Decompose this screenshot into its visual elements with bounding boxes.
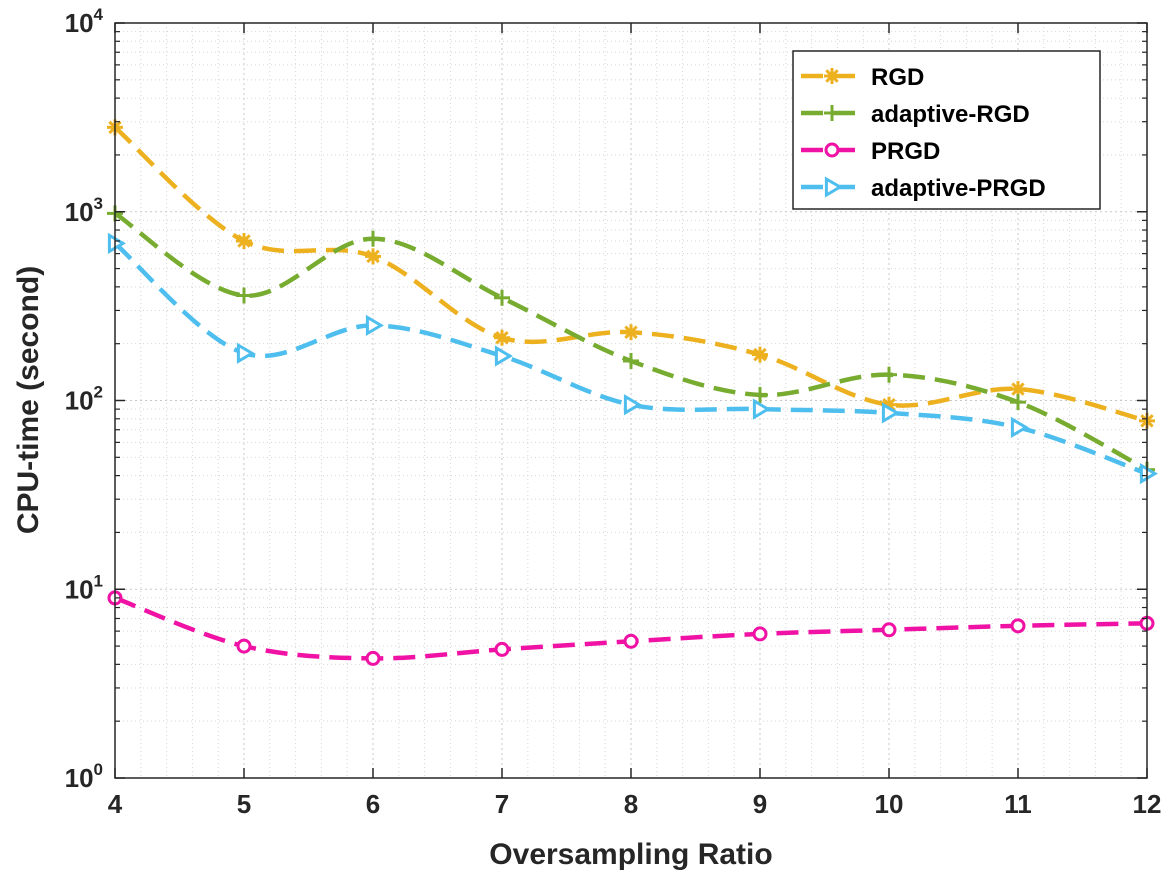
x-tick-label: 10 <box>875 789 904 819</box>
x-tick-label: 9 <box>753 789 767 819</box>
data-point-adaptive-prgd <box>494 345 513 367</box>
legend-marker <box>824 105 840 121</box>
y-tick-labels: 100 101 102 103 104 <box>65 5 104 793</box>
grid <box>115 23 1147 778</box>
legend: RGD adaptive-RGD PRGD adaptive-PRGD <box>792 50 1101 210</box>
data-point-adaptive-rgd <box>365 230 381 247</box>
legend-entry-prgd: PRGD <box>801 138 940 165</box>
y-tick-label: 101 <box>65 571 103 604</box>
x-tick-label: 11 <box>1004 789 1032 819</box>
data-point-adaptive-rgd <box>623 352 639 369</box>
data-point-rgd <box>236 232 252 249</box>
x-tick-label: 6 <box>366 789 380 819</box>
legend-label: adaptive-RGD <box>871 101 1030 128</box>
y-axis-label: CPU-time (second) <box>12 266 45 534</box>
data-point-adaptive-rgd <box>494 289 510 306</box>
legend-entry-adaptive-prgd: adaptive-PRGD <box>801 175 1046 202</box>
data-point-prgd <box>1010 618 1026 634</box>
x-tick-label: 8 <box>624 789 638 819</box>
legend-marker <box>824 176 843 198</box>
data-point-rgd <box>752 346 768 363</box>
y-tick-label: 100 <box>65 760 103 793</box>
x-tick-label: 4 <box>108 789 123 819</box>
legend-marker <box>824 142 840 158</box>
data-point-adaptive-rgd <box>236 287 252 304</box>
data-point-rgd <box>494 329 510 346</box>
y-tick-label: 104 <box>65 5 104 38</box>
data-point-adaptive-rgd <box>1010 394 1026 411</box>
data-point-adaptive-prgd <box>107 232 126 254</box>
x-tick-label: 5 <box>237 789 251 819</box>
data-point-prgd <box>236 638 252 654</box>
data-point-prgd <box>494 641 510 657</box>
data-point-adaptive-prgd <box>236 342 255 364</box>
legend-label: PRGD <box>871 138 940 165</box>
data-point-adaptive-prgd <box>1139 462 1158 485</box>
y-tick-label: 102 <box>65 383 103 416</box>
legend-entry-rgd: RGD <box>801 64 924 91</box>
data-point-adaptive-prgd <box>752 398 771 420</box>
data-point-adaptive-prgd <box>623 394 642 416</box>
data-point-adaptive-prgd <box>881 402 900 424</box>
data-point-rgd <box>365 248 381 265</box>
data-point-prgd <box>881 622 897 638</box>
data-point-adaptive-prgd <box>365 314 384 337</box>
legend-label: adaptive-PRGD <box>871 175 1046 202</box>
x-tick-labels: 4 5 6 7 8 9 10 11 12 <box>108 789 1162 819</box>
data-point-rgd <box>623 324 639 341</box>
series-layer <box>107 119 1158 666</box>
data-point-adaptive-prgd <box>1010 416 1029 439</box>
legend-entry-adaptive-rgd: adaptive-RGD <box>801 101 1030 128</box>
x-tick-label: 12 <box>1133 789 1162 819</box>
legend-marker <box>824 68 840 84</box>
data-point-prgd <box>365 650 381 666</box>
series-line-adaptive-rgd <box>113 211 1149 472</box>
data-point-prgd <box>752 626 768 642</box>
x-axis-label: Oversampling Ratio <box>489 838 772 871</box>
axis-ticks <box>114 22 1148 779</box>
y-tick-label: 103 <box>65 194 103 227</box>
series-line-adaptive-prgd <box>113 241 1148 476</box>
data-point-adaptive-rgd <box>881 366 897 383</box>
data-point-prgd <box>623 633 639 649</box>
legend-label: RGD <box>871 64 924 91</box>
data-point-adaptive-rgd <box>752 386 768 403</box>
x-tick-label: 7 <box>495 789 509 819</box>
